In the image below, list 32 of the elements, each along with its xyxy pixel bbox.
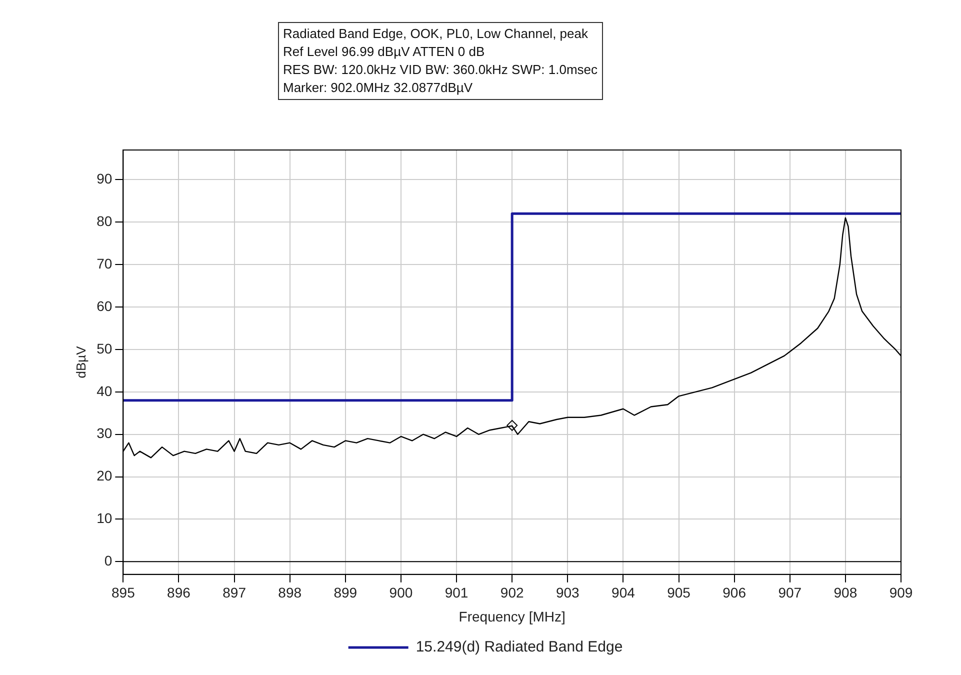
x-tick-label: 900: [389, 584, 413, 601]
y-tick-label: 40: [96, 382, 112, 399]
x-tick-label: 899: [334, 584, 358, 601]
text: Marker: 902.0MHz 32.0877dBµV: [283, 79, 474, 97]
x-tick-label: 897: [222, 584, 246, 601]
x-axis-title: Frequency [MHz]: [458, 608, 566, 624]
y-tick-label: 60: [96, 298, 112, 314]
x-tick-label: 908: [834, 584, 858, 601]
chart-title: Radiated Band Edge, OOK, PL0, Low Channel, peak: [283, 25, 589, 43]
x-tick-label: 905: [667, 584, 691, 601]
y-tick-label: 0: [104, 552, 112, 569]
text: Ref Level 96.99 dBµV ATTEN 0 dB: [283, 43, 486, 61]
y-tick-label: 80: [96, 213, 112, 230]
y-tick-label: 30: [96, 425, 112, 442]
x-tick-label: 903: [556, 584, 580, 601]
text: RES BW: 120.0kHz VID BW: 360.0kHz SWP: 1.0msec: [283, 61, 598, 79]
y-tick-label: 20: [96, 468, 112, 484]
y-tick-label: 70: [96, 255, 112, 272]
x-tick-label: 907: [778, 584, 802, 601]
y-tick-label: 90: [96, 170, 112, 187]
x-tick-label: 895: [111, 584, 136, 601]
y-tick-label: 10: [96, 510, 112, 526]
x-tick-label: 901: [444, 584, 468, 601]
y-tick-label: 50: [96, 340, 112, 356]
x-tick-label: 904: [612, 584, 636, 601]
legend-label: 15.249(d) Radiated Band Edge: [416, 638, 623, 656]
x-tick-label: 898: [278, 584, 302, 601]
x-tick-label: 906: [722, 584, 746, 601]
x-tick-label: 909: [889, 584, 913, 601]
y-axis-title: dBµV: [73, 346, 88, 378]
x-tick-label: 896: [167, 584, 191, 601]
x-tick-label: 902: [500, 584, 524, 601]
